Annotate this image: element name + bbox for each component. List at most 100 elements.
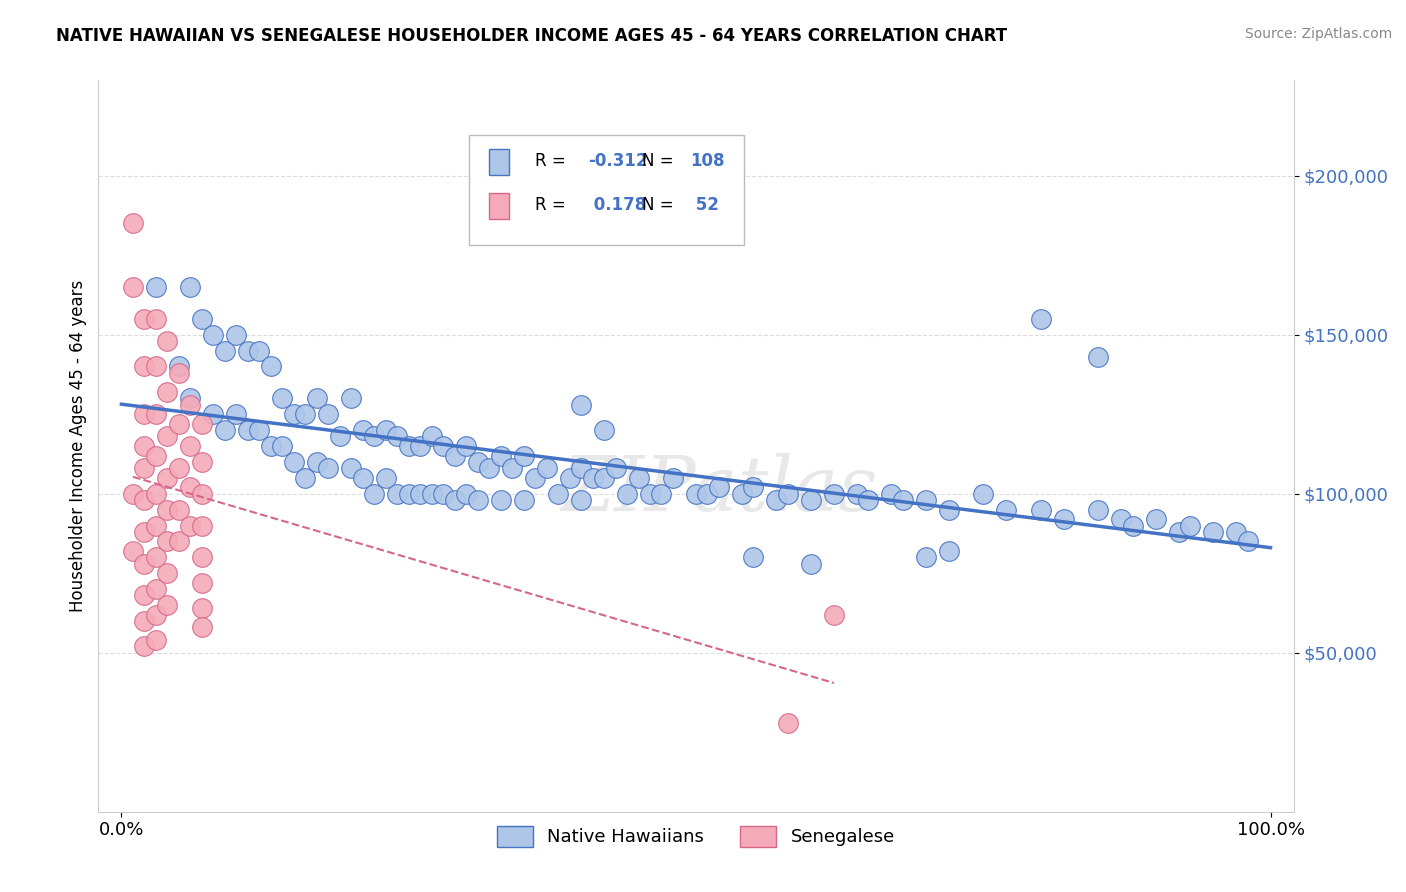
Point xyxy=(179,392,201,406)
Point xyxy=(167,366,190,380)
Point xyxy=(914,493,936,508)
Text: N =: N = xyxy=(643,152,679,169)
Point xyxy=(605,461,627,475)
Point xyxy=(179,439,201,453)
Point xyxy=(167,534,190,549)
Point xyxy=(145,449,167,463)
Point xyxy=(1053,512,1076,526)
Point xyxy=(156,471,179,485)
Point xyxy=(823,607,845,622)
FancyBboxPatch shape xyxy=(470,135,744,244)
Point xyxy=(145,486,167,500)
Point xyxy=(305,392,328,406)
Point xyxy=(202,327,225,342)
Point xyxy=(1144,512,1167,526)
Point xyxy=(329,429,352,443)
Point xyxy=(456,439,478,453)
Point xyxy=(638,486,661,500)
Point xyxy=(363,429,385,443)
Point xyxy=(179,280,201,294)
Point xyxy=(1178,518,1201,533)
Point xyxy=(260,359,283,374)
Point xyxy=(225,327,247,342)
Text: Source: ZipAtlas.com: Source: ZipAtlas.com xyxy=(1244,27,1392,41)
Point xyxy=(122,280,145,294)
Point xyxy=(536,461,558,475)
Point xyxy=(167,461,190,475)
Point xyxy=(167,417,190,431)
Point xyxy=(1236,534,1258,549)
Point xyxy=(214,423,236,437)
Point xyxy=(156,334,179,348)
Point xyxy=(236,343,259,358)
Point xyxy=(627,471,650,485)
Point xyxy=(742,550,765,565)
Point xyxy=(340,392,363,406)
FancyBboxPatch shape xyxy=(489,149,509,176)
Point xyxy=(800,493,823,508)
Point xyxy=(385,429,409,443)
Point xyxy=(352,471,374,485)
Point xyxy=(145,407,167,421)
Point xyxy=(420,429,443,443)
Point xyxy=(191,455,214,469)
Point xyxy=(134,461,156,475)
Point xyxy=(456,486,478,500)
Point xyxy=(880,486,903,500)
Point xyxy=(156,502,179,516)
Point xyxy=(707,480,730,494)
Point xyxy=(616,486,638,500)
Point xyxy=(845,486,868,500)
Point xyxy=(1225,524,1247,539)
Point xyxy=(340,461,363,475)
Text: 108: 108 xyxy=(690,152,724,169)
Point xyxy=(385,486,409,500)
Point xyxy=(489,493,512,508)
Point xyxy=(134,359,156,374)
Point xyxy=(156,429,179,443)
Point xyxy=(696,486,718,500)
Text: R =: R = xyxy=(534,195,571,213)
Text: ZIPatlas: ZIPatlas xyxy=(561,453,879,527)
Point xyxy=(352,423,374,437)
Point xyxy=(443,493,465,508)
Point xyxy=(134,311,156,326)
Point xyxy=(156,598,179,612)
Text: R =: R = xyxy=(534,152,571,169)
Point xyxy=(145,632,167,647)
Point xyxy=(409,486,432,500)
Point xyxy=(569,398,592,412)
Point xyxy=(593,471,616,485)
Point xyxy=(134,524,156,539)
Point xyxy=(1029,502,1052,516)
Point xyxy=(995,502,1018,516)
Point xyxy=(512,493,534,508)
Point xyxy=(489,449,512,463)
Y-axis label: Householder Income Ages 45 - 64 years: Householder Income Ages 45 - 64 years xyxy=(69,280,87,612)
Point xyxy=(914,550,936,565)
Point xyxy=(191,417,214,431)
Point xyxy=(316,461,339,475)
Point xyxy=(558,471,581,485)
Point xyxy=(742,480,765,494)
Point xyxy=(122,486,145,500)
Point xyxy=(823,486,845,500)
Point xyxy=(374,423,396,437)
Point xyxy=(569,461,592,475)
Point xyxy=(156,384,179,399)
Point xyxy=(685,486,707,500)
Point xyxy=(1122,518,1144,533)
Text: N =: N = xyxy=(643,195,679,213)
Point xyxy=(316,407,339,421)
Point xyxy=(191,311,214,326)
Point xyxy=(569,493,592,508)
Point xyxy=(1109,512,1132,526)
Point xyxy=(145,280,167,294)
Point xyxy=(432,486,454,500)
Point xyxy=(420,486,443,500)
Point xyxy=(134,640,156,654)
Text: 52: 52 xyxy=(690,195,718,213)
Point xyxy=(501,461,523,475)
Point xyxy=(467,455,489,469)
Point xyxy=(398,486,420,500)
